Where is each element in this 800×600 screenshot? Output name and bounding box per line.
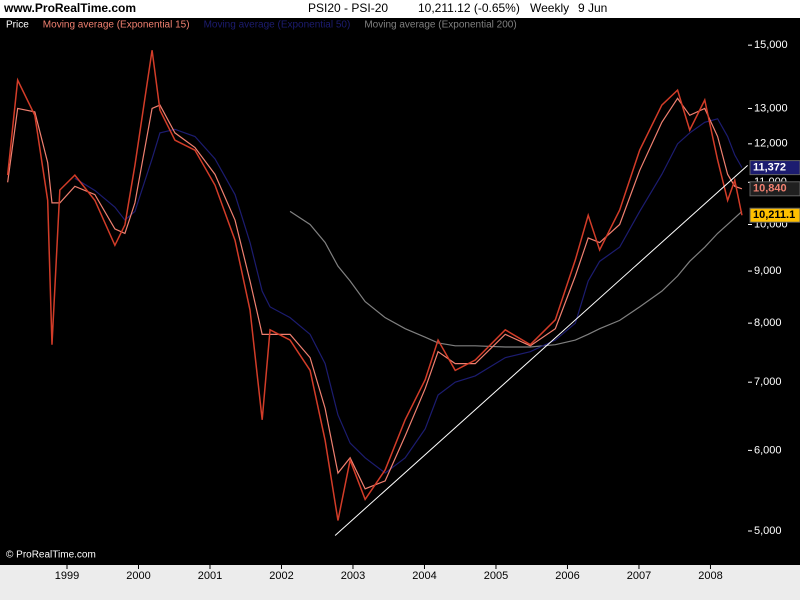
plot-bg bbox=[0, 18, 748, 565]
x-tick-label: 2007 bbox=[627, 570, 651, 582]
x-tick-label: 2003 bbox=[341, 570, 365, 582]
x-tick-label: 2002 bbox=[269, 570, 293, 582]
x-tick-label: 2004 bbox=[412, 570, 436, 582]
legend-entry: Moving average (Exponential 200) bbox=[364, 20, 516, 31]
last-value-box bbox=[749, 160, 800, 176]
last-value-label: 11,372 bbox=[753, 162, 786, 174]
last-value-label: 10,840 bbox=[753, 183, 787, 195]
last-value-box bbox=[749, 207, 800, 223]
legend-entry: Price bbox=[6, 20, 29, 31]
footer: © ProRealTime.com bbox=[6, 550, 96, 561]
series-line bbox=[74, 118, 743, 474]
x-tick-label: 2001 bbox=[198, 570, 222, 582]
trendline bbox=[334, 164, 748, 536]
x-tick-label: 2000 bbox=[126, 570, 150, 582]
y-tick-label: 5,000 bbox=[754, 525, 782, 537]
y-tick-label: 15,000 bbox=[754, 39, 788, 51]
x-tick-label: 1999 bbox=[55, 570, 79, 582]
legend-entry: Moving average (Exponential 50) bbox=[204, 20, 351, 31]
x-tick-label: 2008 bbox=[698, 570, 722, 582]
series-line bbox=[6, 50, 743, 521]
series-line bbox=[7, 97, 743, 490]
x-tick-label: 2005 bbox=[484, 570, 508, 582]
y-tick-label: 8,000 bbox=[754, 317, 782, 329]
period: Weekly bbox=[530, 1, 569, 15]
quote: 10,211.12 (-0.65%) bbox=[418, 1, 520, 15]
y-tick-label: 12,000 bbox=[754, 138, 788, 150]
y-tick-label: 7,000 bbox=[754, 376, 782, 388]
plot: 5,0006,0007,0008,0009,00010,00011,00012,… bbox=[6, 20, 800, 582]
legend-entry: Moving average (Exponential 15) bbox=[43, 20, 190, 31]
y-axis-bg bbox=[748, 18, 800, 565]
x-tick-label: 2006 bbox=[555, 570, 579, 582]
date: 9 Jun bbox=[578, 1, 607, 15]
instrument: PSI20 - PSI-20 bbox=[308, 1, 388, 15]
y-tick-label: 9,000 bbox=[754, 265, 782, 277]
x-axis-bg bbox=[0, 565, 800, 600]
last-value-label: 10,211.1 bbox=[753, 209, 795, 221]
y-tick-label: 13,000 bbox=[754, 102, 788, 114]
site: www.ProRealTime.com bbox=[3, 1, 136, 15]
last-value-box bbox=[749, 181, 800, 197]
y-tick-label: 6,000 bbox=[754, 444, 782, 456]
